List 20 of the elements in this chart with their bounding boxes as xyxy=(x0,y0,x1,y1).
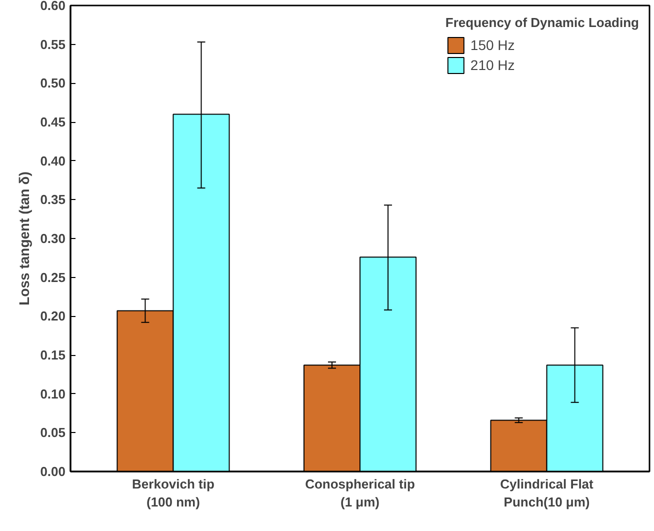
y-tick-label: 0.15 xyxy=(40,348,66,362)
y-tick-label: 0.50 xyxy=(40,76,66,91)
y-tick-label: 0.05 xyxy=(40,425,66,440)
x-tick-label: Conospherical tip (1 μm) xyxy=(305,476,415,510)
y-tick-label: 0.35 xyxy=(40,192,66,208)
y-tick-label: 0.25 xyxy=(40,270,66,285)
y-tick-label: 0.40 xyxy=(40,153,66,168)
y-tick-label: 0.10 xyxy=(40,386,66,402)
y-axis-title: Loss tangent (tan δ) xyxy=(16,172,32,306)
y-tick-label: 0.20 xyxy=(40,308,66,324)
y-tick-label: 0.55 xyxy=(40,36,66,52)
y-tick-label: 0.00 xyxy=(40,464,66,479)
x-tick-label: Berkovich tip (100 nm) xyxy=(132,476,214,510)
y-tick-label: 0.45 xyxy=(40,114,66,130)
legend-label: 210 Hz xyxy=(470,57,515,73)
legend-title: Frequency of Dynamic Loading xyxy=(445,15,639,30)
x-tick-label: Cylindrical Flat Punch(10 μm) xyxy=(500,476,594,510)
y-tick-label: 0.30 xyxy=(40,231,66,246)
y-tick-label: 0.60 xyxy=(40,0,66,13)
legend-label: 150 Hz xyxy=(470,37,515,53)
